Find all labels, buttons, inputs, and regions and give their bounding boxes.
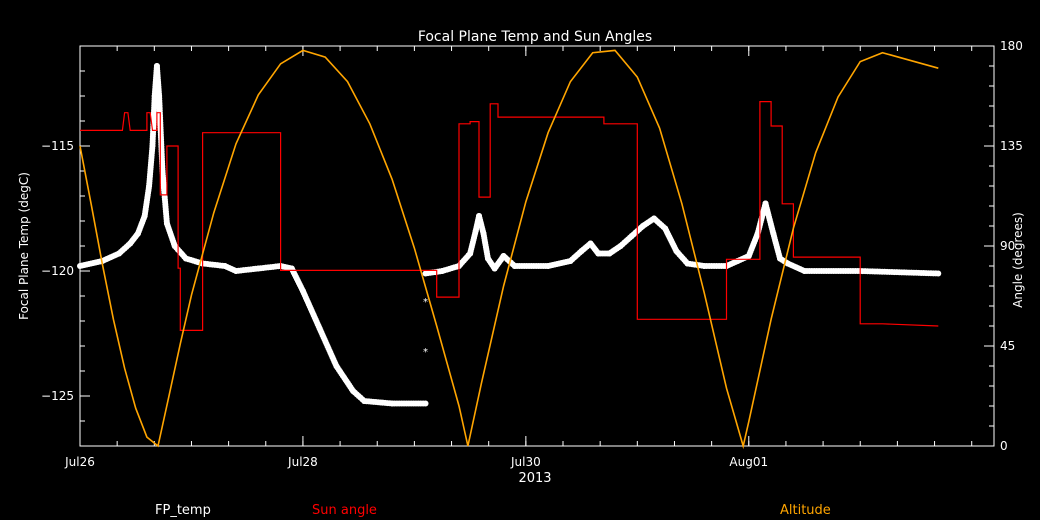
- legend: FP_temp Sun angle Altitude: [155, 503, 831, 518]
- x-tick-label-0: Jul26: [64, 455, 95, 469]
- legend-altitude: Altitude: [780, 503, 831, 518]
- y-right-tick-label-3: 135: [1000, 139, 1023, 153]
- series-sun-angle-line: [80, 101, 939, 331]
- legend-fp-temp: FP_temp: [155, 503, 211, 518]
- y-right-tick-label-4: 180: [1000, 39, 1023, 53]
- x-tick-label-3: Aug01: [729, 455, 768, 469]
- legend-sun-angle: Sun angle: [312, 503, 377, 518]
- fp-temp-isolated-point: *: [423, 297, 428, 308]
- fp-temp-isolated-point: *: [423, 347, 428, 358]
- y-right-tick-label-0: 0: [1000, 439, 1008, 453]
- y-right-tick-label-1: 45: [1000, 339, 1015, 353]
- x-tick-label-2: Jul30: [510, 455, 541, 469]
- chart-title: Focal Plane Temp and Sun Angles: [418, 29, 652, 45]
- y-right-tick-label-2: 90: [1000, 239, 1015, 253]
- axis-ticks: Jul26 Jul28 Jul30 Aug01 −115 −120 −125 0 45 90 135…: [41, 39, 1023, 469]
- x-tick-label-1: Jul28: [287, 455, 318, 469]
- fp-temp-point: [935, 270, 942, 277]
- series-altitude-line: [79, 49, 939, 450]
- fp-temp-point: [422, 400, 429, 407]
- y-axis-label-right: Angle (degrees): [1011, 212, 1025, 308]
- y-axis-label-left: Focal Plane Temp (degC): [17, 172, 31, 320]
- series-layer: **: [77, 49, 942, 450]
- x-axis-label: 2013: [518, 471, 551, 486]
- series-fp-temp: [77, 63, 942, 407]
- y-left-tick-label-0: −115: [41, 139, 74, 153]
- y-left-tick-label-2: −125: [41, 389, 74, 403]
- y-left-tick-label-1: −120: [41, 264, 74, 278]
- series-fp-temp-isolated: **: [423, 297, 428, 358]
- plot-frame: [79, 45, 995, 447]
